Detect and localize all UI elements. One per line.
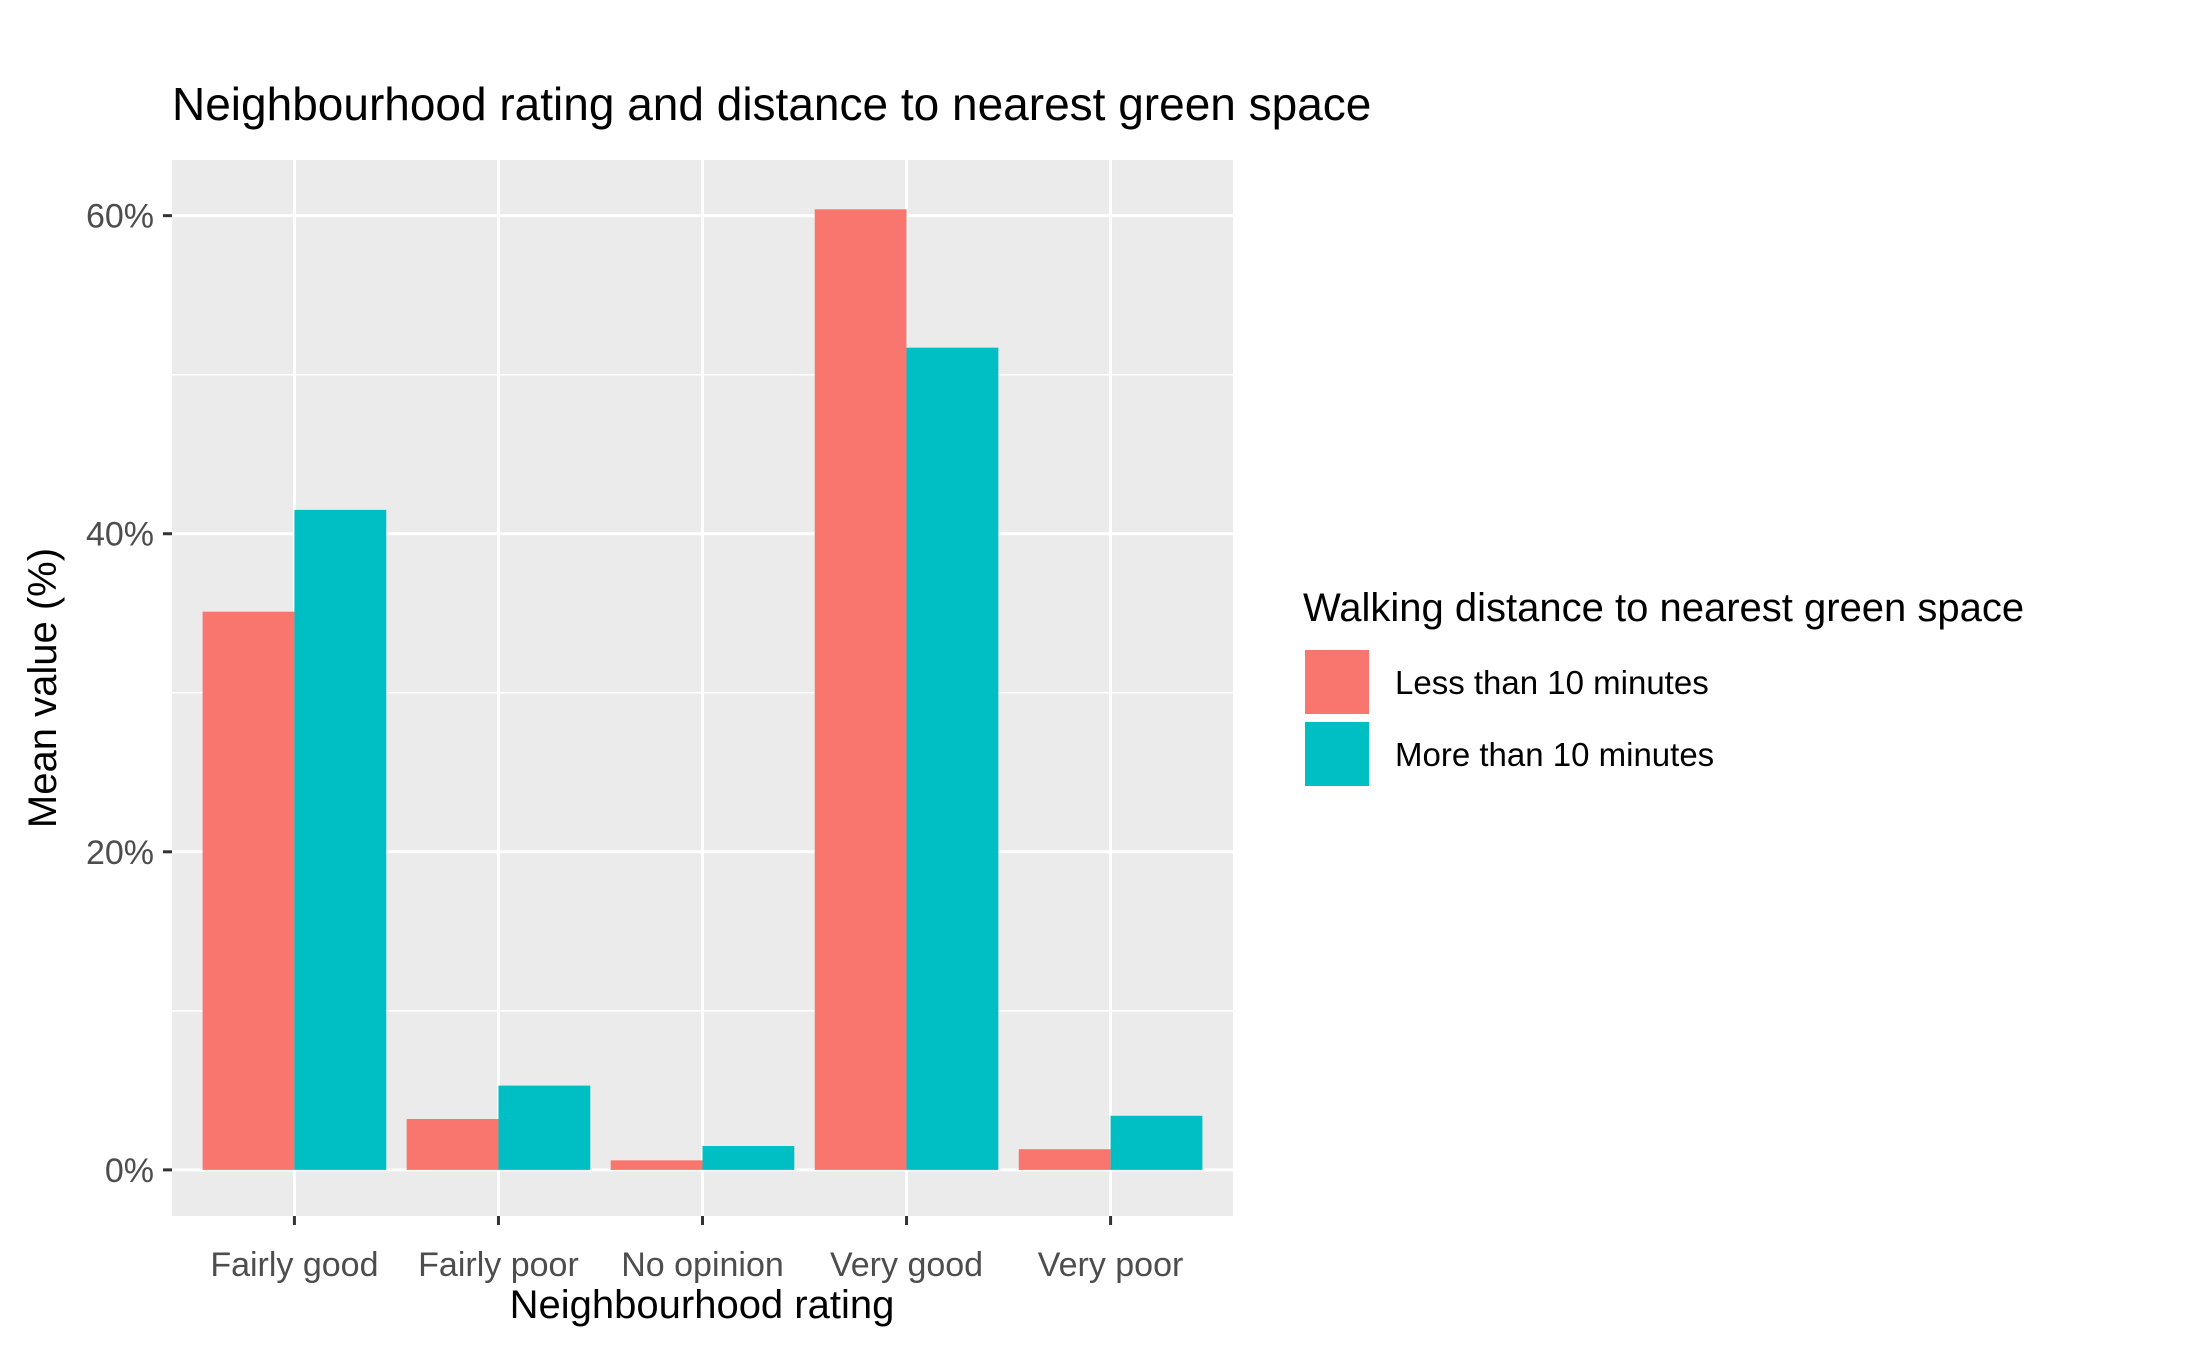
legend-items: Less than 10 minutes More than 10 minutes [1303, 648, 1714, 788]
bar-no-opinion-more [702, 1146, 795, 1170]
y-tick-label: 40% [86, 516, 154, 554]
legend-label: Less than 10 minutes [1395, 664, 1709, 701]
y-tick-label: 20% [86, 834, 154, 872]
x-tick-label: No opinion [621, 1246, 784, 1284]
y-axis-title: Mean value (%) [21, 548, 65, 828]
y-tick-label: 60% [86, 198, 154, 236]
bar-no-opinion-less [610, 1160, 703, 1170]
y-tick-label: 0% [105, 1152, 154, 1190]
legend-title: Walking distance to nearest green space [1303, 586, 2024, 630]
bar-fairly-poor-more [498, 1085, 591, 1170]
bar-fairly-good-less [202, 611, 295, 1170]
bar-fairly-good-more [294, 509, 387, 1170]
bar-very-poor-less [1018, 1149, 1111, 1170]
x-tick-label: Fairly poor [418, 1246, 579, 1284]
legend: Walking distance to nearest green space … [1303, 586, 2024, 788]
legend-swatch [1305, 722, 1369, 786]
legend-swatch [1305, 650, 1369, 714]
legend-label: More than 10 minutes [1395, 736, 1714, 773]
bar-very-poor-more [1110, 1115, 1203, 1170]
x-axis: Fairly good Fairly poor No opinion Very goo… [210, 1216, 1183, 1284]
x-axis-title: Neighbourhood rating [510, 1283, 895, 1327]
x-tick-label: Fairly good [210, 1246, 378, 1284]
bar-very-good-less [814, 209, 907, 1170]
chart-title: Neighbourhood rating and distance to nea… [172, 78, 1371, 130]
bar-very-good-more [906, 347, 999, 1170]
x-tick-label: Very good [830, 1246, 983, 1284]
bars [202, 209, 1203, 1170]
bar-fairly-poor-less [406, 1118, 499, 1170]
y-axis: 0% 20% 40% 60% [86, 198, 172, 1190]
x-tick-label: Very poor [1038, 1246, 1184, 1284]
